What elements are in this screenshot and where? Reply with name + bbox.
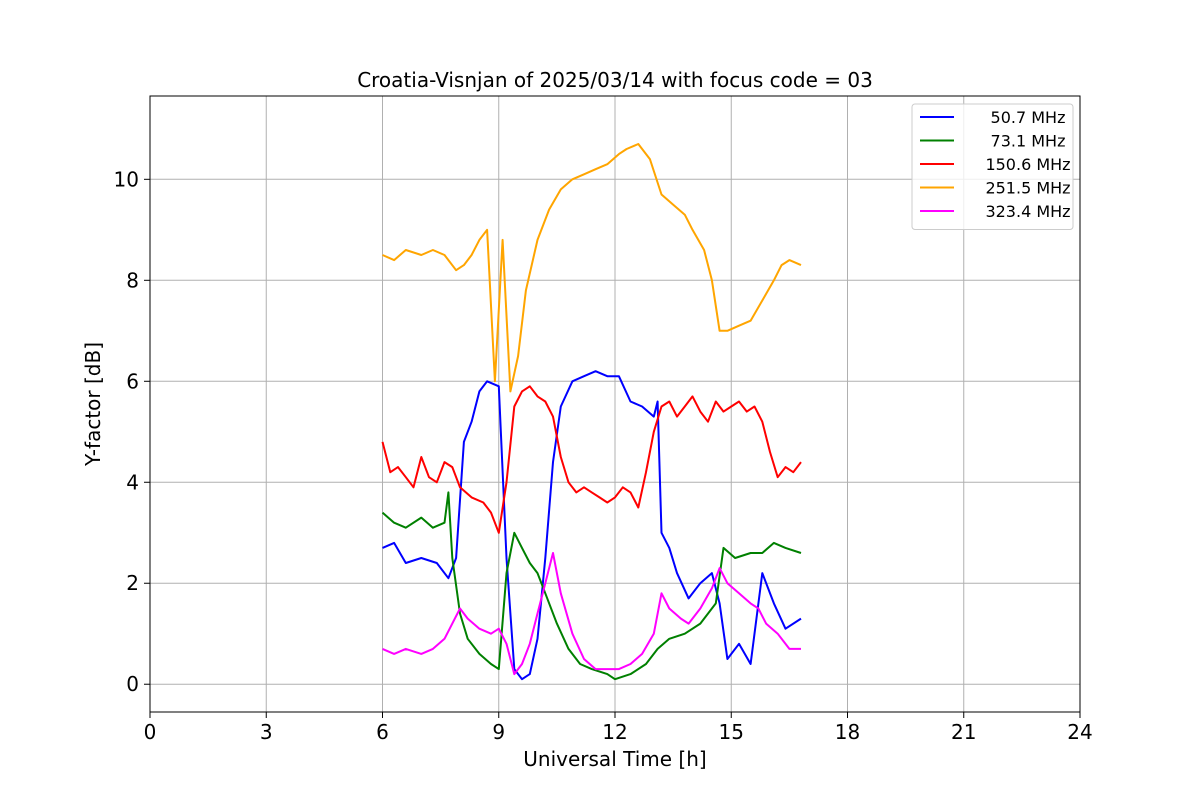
series-line-5: [382, 552, 801, 676]
y-tick-label: 0: [126, 672, 139, 696]
y-tick-label: 6: [126, 369, 139, 393]
x-tick-label: 9: [492, 720, 505, 744]
x-tick-label: 12: [602, 720, 627, 744]
grid: [149, 96, 1081, 712]
series-line-1: [382, 370, 802, 681]
x-tick-label: 24: [1067, 720, 1092, 744]
series-line-3: [381, 385, 802, 534]
legend-entry: 73.1 MHz: [991, 132, 1066, 151]
x-tick-label: 6: [376, 720, 389, 744]
y-axis-label: Y-factor [dB]: [81, 342, 105, 467]
x-tick-label: 3: [260, 720, 273, 744]
legend: 50.7 MHz 73.1 MHz 150.6 MHz 251.5 MHz 323.4 …: [911, 103, 1074, 230]
series-layer: [381, 143, 802, 681]
legend-entry: 251.5 MHz: [985, 179, 1070, 198]
series-line-4: [382, 143, 802, 393]
legend-entry: 50.7 MHz: [991, 108, 1066, 127]
legend-box: [911, 103, 1074, 230]
y-tick-label: 8: [126, 268, 139, 292]
x-axis-label: Universal Time [h]: [523, 747, 706, 771]
y-tick-label: 10: [114, 167, 139, 191]
chart-title: Croatia-Visnjan of 2025/03/14 with focus…: [357, 68, 873, 92]
y-tick-label: 4: [126, 470, 139, 494]
legend-entry: 150.6 MHz: [985, 155, 1070, 174]
x-tick-label: 0: [144, 720, 157, 744]
y-tick-label: 2: [126, 571, 139, 595]
series-line-2: [381, 491, 802, 681]
legend-entry: 323.4 MHz: [985, 202, 1070, 221]
x-tick-label: 21: [951, 720, 976, 744]
x-tick-label: 18: [835, 720, 860, 744]
x-tick-label: 15: [719, 720, 744, 744]
